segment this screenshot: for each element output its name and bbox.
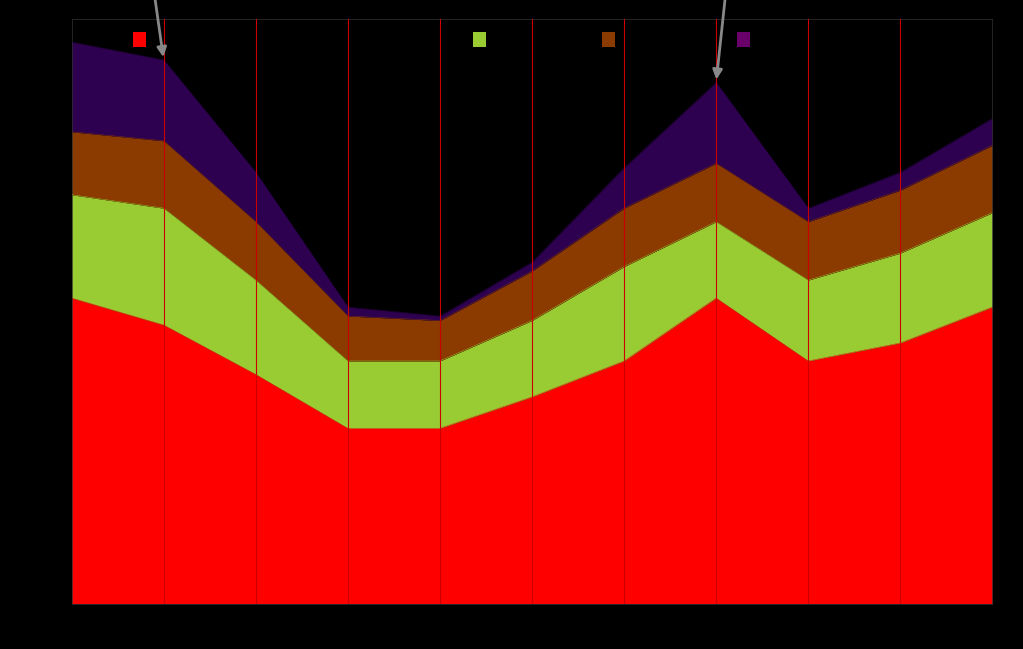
Text: Brudd
inntekter, jfr
3.2: Brudd inntekter, jfr 3.2: [694, 0, 765, 77]
Text: Brudd
inntekter, jfr
3.2: Brudd inntekter, jfr 3.2: [110, 0, 182, 54]
